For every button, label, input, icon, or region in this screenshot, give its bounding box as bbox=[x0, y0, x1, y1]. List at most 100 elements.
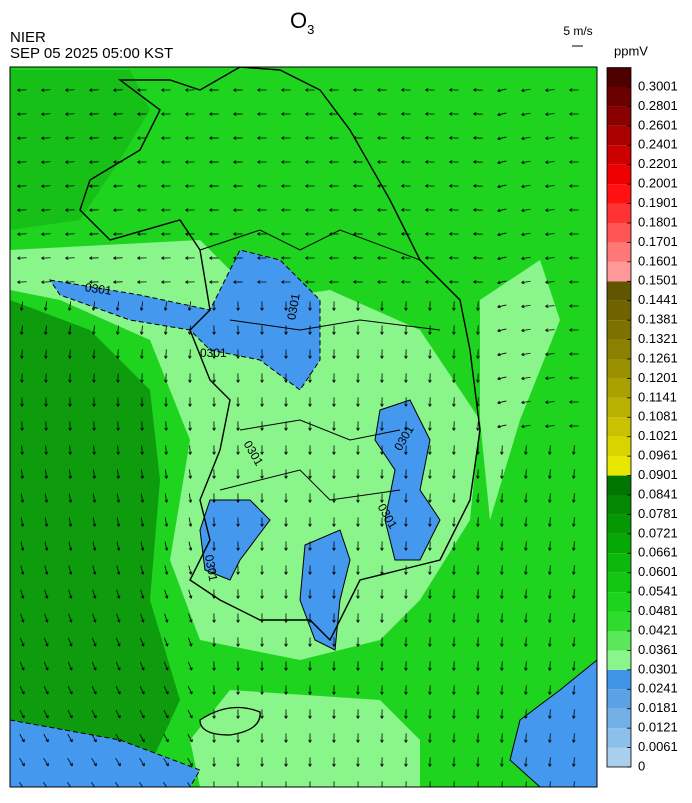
colorbar-swatch bbox=[607, 398, 631, 417]
colorbar-label: 0.2001 bbox=[638, 176, 678, 191]
wind-arrow-head bbox=[238, 788, 239, 791]
colorbar-label: 0.1081 bbox=[638, 409, 678, 424]
colorbar-swatch bbox=[607, 87, 631, 106]
colorbar-label: 0.1141 bbox=[638, 389, 677, 404]
wind-arrow-head bbox=[333, 788, 334, 791]
wind-arrow-head bbox=[334, 788, 335, 791]
colorbar-label: 0.1801 bbox=[638, 214, 678, 229]
colorbar-label: 0.0901 bbox=[638, 467, 678, 482]
colorbar-label: 0.1201 bbox=[638, 370, 678, 385]
colorbar-label: 0.0601 bbox=[638, 564, 678, 579]
colorbar-label: 0.0301 bbox=[638, 661, 678, 676]
colorbar-swatch bbox=[607, 670, 631, 689]
colorbar-swatch bbox=[607, 165, 631, 184]
colorbar-label: 0.0121 bbox=[638, 720, 678, 735]
colorbar-swatch bbox=[607, 417, 631, 436]
colorbar-label: 0 bbox=[638, 758, 645, 773]
wind-arrow-head bbox=[213, 788, 215, 791]
colorbar-swatch bbox=[607, 709, 631, 728]
wind-arrow-head bbox=[382, 788, 384, 791]
wind-arrow-head bbox=[476, 788, 477, 791]
wind-arrow-head bbox=[262, 788, 263, 791]
colorbar-swatch bbox=[607, 106, 631, 125]
wind-arrow-head bbox=[357, 788, 358, 791]
wind-arrow-head bbox=[46, 788, 49, 789]
wind-arrow-head bbox=[358, 788, 359, 791]
wind-arrow-head bbox=[285, 788, 286, 791]
colorbar-label: 0.1261 bbox=[638, 350, 678, 365]
wind-arrow-head bbox=[478, 788, 480, 791]
colorbar-label: 0.2801 bbox=[638, 98, 678, 113]
colorbar-swatch bbox=[607, 514, 631, 533]
colorbar-label: 0.0781 bbox=[638, 506, 678, 521]
colorbar-swatch bbox=[607, 359, 631, 378]
wind-arrow bbox=[478, 782, 479, 791]
colorbar-label: 0.0421 bbox=[638, 622, 678, 637]
colorbar-label: 0.2601 bbox=[638, 117, 678, 132]
wind-arrow-head bbox=[452, 788, 453, 791]
colorbar-label: 0.0061 bbox=[638, 739, 678, 754]
colorbar-swatch bbox=[607, 145, 631, 164]
wind-arrow-head bbox=[524, 788, 525, 791]
wind-arrow-head bbox=[500, 788, 501, 791]
colorbar-label: 0.2201 bbox=[638, 156, 678, 171]
colorbar-swatch bbox=[607, 534, 631, 553]
colorbar-swatch bbox=[607, 301, 631, 320]
title: O3 bbox=[290, 8, 314, 37]
wind-arrow-head bbox=[406, 788, 408, 791]
wind-scale-label: 5 m/s bbox=[563, 24, 592, 38]
colorbar-swatch bbox=[607, 242, 631, 261]
colorbar-swatch bbox=[607, 612, 631, 631]
wind-arrow-head bbox=[94, 788, 97, 789]
contour-label: 0301 bbox=[200, 346, 227, 360]
colorbar-label: 0.1321 bbox=[638, 331, 678, 346]
colorbar-label: 0.1901 bbox=[638, 195, 678, 210]
colorbar-swatch bbox=[607, 631, 631, 650]
colorbar-label: 0.1441 bbox=[638, 292, 678, 307]
colorbar-swatch bbox=[607, 126, 631, 145]
colorbar-swatch bbox=[607, 320, 631, 339]
colorbar-label: 0.0721 bbox=[638, 525, 678, 540]
colorbar-swatch bbox=[607, 748, 631, 767]
colorbar-label: 0.3001 bbox=[638, 78, 678, 93]
wind-arrow-head bbox=[142, 788, 145, 789]
colorbar-swatch bbox=[607, 262, 631, 281]
colorbar-swatch bbox=[607, 223, 631, 242]
colorbar-swatch bbox=[607, 495, 631, 514]
colorbar-label: 0.0241 bbox=[638, 681, 678, 696]
colorbar-label: 0.1381 bbox=[638, 312, 678, 327]
wind-arrow-head bbox=[286, 788, 287, 791]
colorbar-swatch bbox=[607, 553, 631, 572]
wind-arrow-head bbox=[261, 788, 262, 791]
wind-arrow-head bbox=[70, 788, 73, 789]
wind-arrow-head bbox=[430, 788, 432, 791]
wind-arrow-head bbox=[118, 788, 121, 789]
colorbar: 00.00610.01210.01810.02410.03010.03610.0… bbox=[607, 68, 678, 774]
colorbar-swatch bbox=[607, 378, 631, 397]
map: 0301 0301 0301 0301 0301 0301 0301 bbox=[10, 67, 597, 791]
colorbar-label: 0.1021 bbox=[638, 428, 678, 443]
colorbar-label: 0.1601 bbox=[638, 253, 678, 268]
wind-arrow-head bbox=[550, 788, 552, 791]
colorbar-swatch bbox=[607, 281, 631, 300]
datetime: SEP 05 2025 05:00 KST bbox=[10, 45, 173, 62]
colorbar-swatch bbox=[607, 573, 631, 592]
wind-arrow-head bbox=[22, 788, 25, 789]
wind-arrow-head bbox=[404, 788, 405, 791]
title-base: O bbox=[290, 8, 307, 33]
title-sub: 3 bbox=[307, 22, 314, 37]
colorbar-label: 0.0541 bbox=[638, 584, 678, 599]
colorbar-label: 0.0961 bbox=[638, 448, 678, 463]
wind-arrow-head bbox=[166, 788, 169, 789]
colorbar-label: 0.1501 bbox=[638, 273, 678, 288]
colorbar-label: 0.1701 bbox=[638, 234, 678, 249]
wind-arrow-head bbox=[572, 788, 573, 791]
colorbar-swatch bbox=[607, 456, 631, 475]
colorbar-label: 0.0661 bbox=[638, 545, 678, 560]
colorbar-label: 0.0361 bbox=[638, 642, 678, 657]
wind-arrow-head bbox=[428, 788, 429, 791]
wind-arrow-head bbox=[502, 788, 504, 791]
wind-arrow-head bbox=[526, 788, 528, 791]
wind-arrow-head bbox=[309, 788, 310, 791]
